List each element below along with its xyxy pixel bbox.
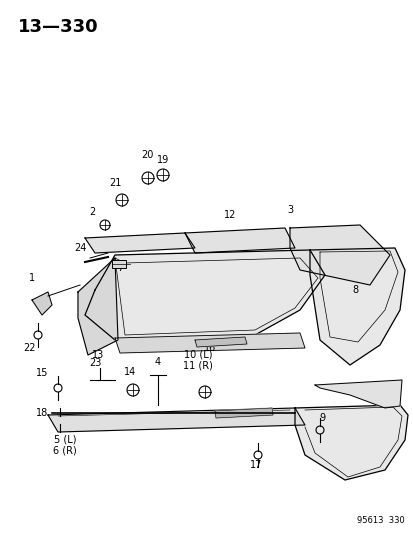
Polygon shape [185, 228, 294, 253]
Polygon shape [78, 258, 118, 355]
Polygon shape [115, 333, 304, 353]
FancyBboxPatch shape [112, 260, 126, 268]
Text: 13: 13 [92, 350, 104, 360]
Text: 20: 20 [140, 150, 153, 160]
Text: 9: 9 [318, 413, 324, 423]
Text: 23: 23 [89, 358, 101, 368]
Text: 7: 7 [116, 263, 123, 273]
Polygon shape [195, 337, 247, 347]
Polygon shape [32, 292, 52, 315]
Polygon shape [85, 250, 324, 340]
Text: 4: 4 [154, 357, 161, 367]
Text: 10 (L)
11 (R): 10 (L) 11 (R) [183, 349, 212, 371]
Text: 13—330: 13—330 [18, 18, 98, 36]
Polygon shape [314, 380, 401, 408]
Text: 21: 21 [109, 178, 121, 188]
Polygon shape [289, 225, 389, 285]
Polygon shape [85, 233, 195, 253]
Text: 14: 14 [123, 367, 136, 377]
Polygon shape [48, 408, 304, 432]
Text: 95613  330: 95613 330 [356, 516, 404, 525]
Text: 2: 2 [89, 207, 95, 217]
Text: 12: 12 [223, 210, 236, 220]
Text: 22: 22 [24, 343, 36, 353]
Text: 16: 16 [203, 343, 216, 353]
Text: 8: 8 [351, 285, 357, 295]
Text: 24: 24 [74, 243, 86, 253]
Polygon shape [309, 248, 404, 365]
Text: 5 (L)
6 (R): 5 (L) 6 (R) [53, 434, 77, 456]
Polygon shape [294, 405, 407, 480]
Text: 1: 1 [29, 273, 35, 283]
Polygon shape [214, 408, 272, 418]
Text: 18: 18 [36, 408, 48, 418]
Text: 19: 19 [157, 155, 169, 165]
Text: 17: 17 [249, 460, 261, 470]
Text: 15: 15 [36, 368, 48, 378]
Text: 3: 3 [286, 205, 292, 215]
